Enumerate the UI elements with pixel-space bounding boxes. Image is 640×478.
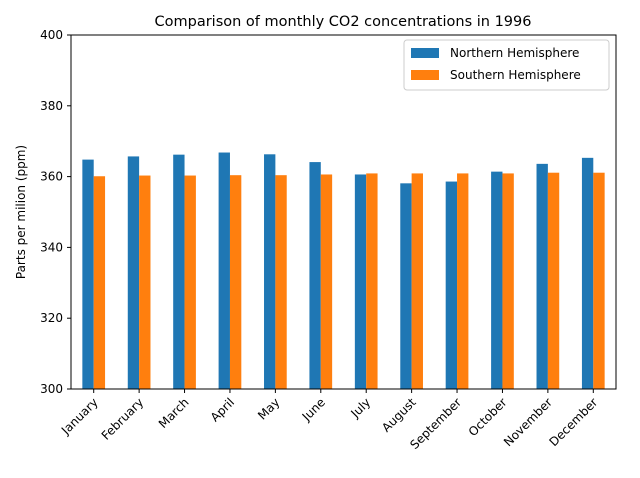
bar-southern-september [457,173,469,389]
bars-group [82,152,605,389]
x-tick-label-october: October [466,395,510,439]
y-axis-label: Parts per milion (ppm) [14,145,28,279]
bar-northern-may [264,154,276,389]
x-tick-label-march: March [156,395,192,431]
chart-title: Comparison of monthly CO2 concentrations… [155,14,532,30]
bar-southern-march [184,175,196,389]
bar-northern-february [127,156,140,389]
bar-northern-june [309,162,321,389]
x-tick-label-february: February [99,395,147,443]
y-tick-label: 400 [40,28,63,42]
bar-northern-january [82,159,94,389]
bar-southern-november [547,172,560,389]
y-tick-label: 360 [40,170,63,184]
bar-northern-april [218,152,230,389]
x-tick-label-november: November [501,395,555,449]
bar-southern-june [320,174,333,389]
bar-southern-december [593,172,605,389]
y-tick-label: 380 [40,99,63,113]
x-tick-label-july: July [347,395,373,421]
x-tick-label-december: December [547,395,601,449]
bar-northern-december [581,157,594,389]
legend-swatch-northern [411,48,439,58]
bar-northern-august [400,183,412,389]
y-tick-label: 300 [40,382,63,396]
bar-southern-october [502,173,514,389]
legend-box [403,39,610,91]
bar-southern-january [93,176,106,389]
bar-southern-august [411,173,423,389]
x-tick-label-may: May [255,395,282,422]
x-tick-label-january: January [58,395,101,438]
x-tick-label-august: August [379,395,419,435]
bar-northern-september [445,181,458,389]
bar-southern-july [366,173,378,389]
y-tick-label: 340 [40,240,63,254]
bar-southern-may [275,175,287,389]
y-tick-label: 320 [40,311,63,325]
y-axis: 300 320 340 360 380 400 [40,28,71,396]
bar-northern-november [536,163,548,389]
plot-frame [70,34,617,390]
legend-swatch-southern [411,70,439,80]
bar-northern-july [354,174,367,389]
legend-label-southern: Southern Hemisphere [450,68,581,82]
bar-northern-october [491,171,503,389]
x-tick-label-june: June [299,395,328,424]
legend: Northern Hemisphere Southern Hemisphere [403,39,610,91]
legend-label-northern: Northern Hemisphere [450,46,579,60]
bar-northern-march [173,154,185,389]
bar-southern-february [139,175,151,389]
x-tick-label-april: April [208,395,237,424]
bar-southern-april [229,175,242,389]
